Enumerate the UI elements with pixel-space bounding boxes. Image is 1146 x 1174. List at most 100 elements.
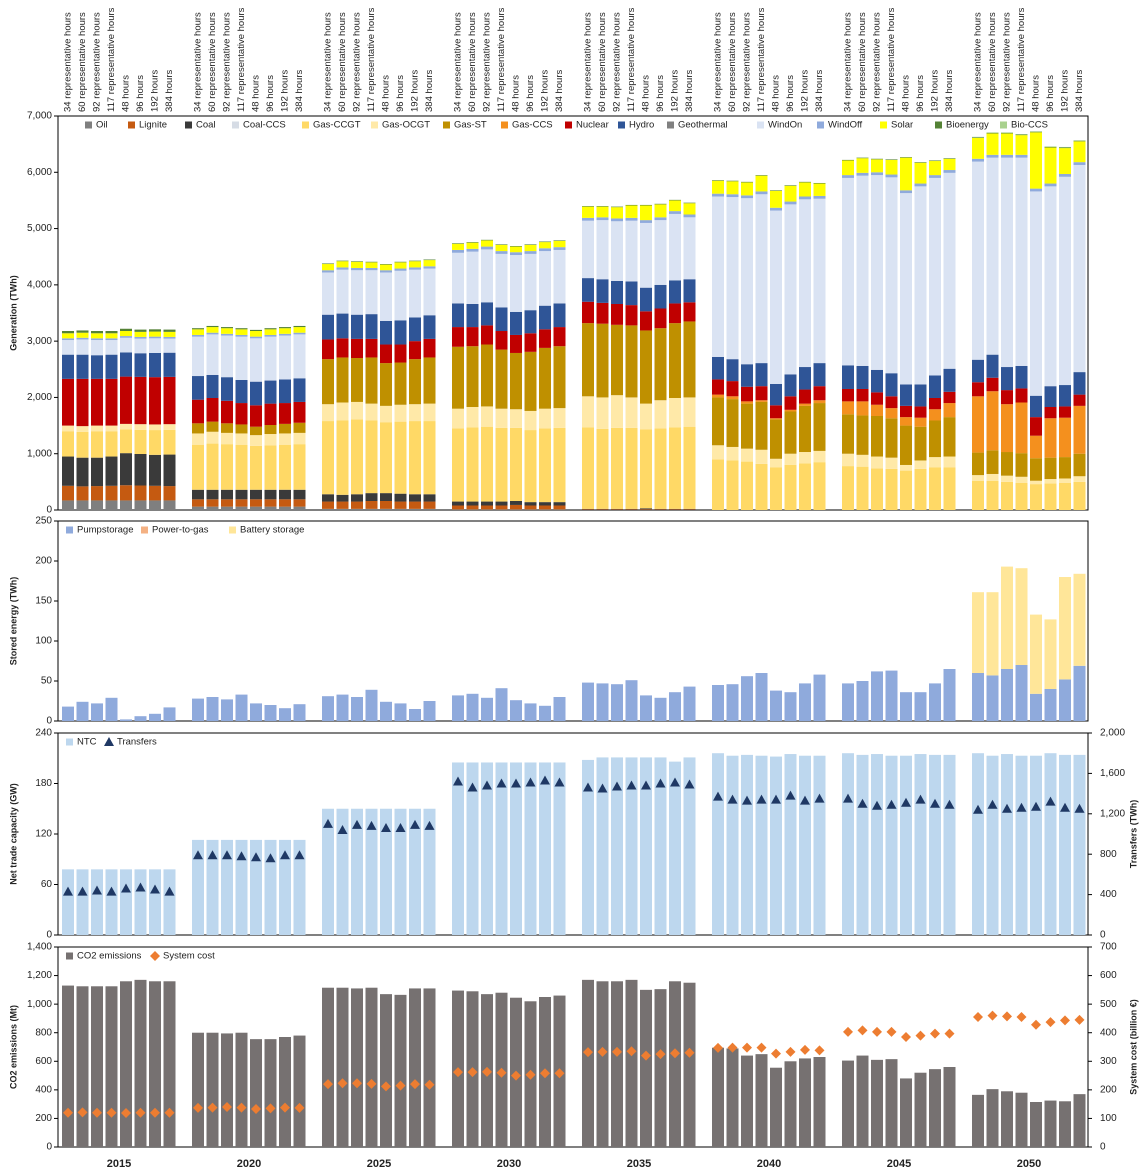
- bar-segment: [293, 334, 306, 379]
- bar-segment: [596, 428, 609, 509]
- y-tick-label: 0: [46, 505, 52, 516]
- bar-segment: [365, 508, 378, 510]
- category-label: 34 representative hours: [323, 12, 334, 112]
- bar-segment: [91, 333, 103, 339]
- triangle-marker: [800, 795, 810, 805]
- bar-segment: [91, 331, 103, 334]
- bar-segment: [611, 280, 623, 304]
- bar-segment: [495, 505, 508, 510]
- bar-segment: [669, 280, 681, 304]
- bar: [221, 1033, 233, 1147]
- bar-segment: [669, 323, 681, 398]
- bar-segment: [495, 244, 508, 252]
- bar-segment: [120, 336, 132, 338]
- bar-segment: [409, 404, 421, 422]
- category-label: 117 representative hours: [1016, 7, 1027, 112]
- bar-segment: [91, 457, 103, 487]
- bar-segment: [351, 358, 363, 402]
- triangle-marker: [104, 737, 114, 746]
- bar-segment: [120, 423, 132, 430]
- bar-segment: [539, 241, 551, 243]
- y-tick-label: 400: [35, 1084, 52, 1095]
- bar-segment: [76, 701, 89, 721]
- legend-label: Coal-CCS: [243, 120, 286, 131]
- bar-segment: [611, 221, 623, 281]
- y-tick-label: 100: [35, 636, 52, 647]
- bar-segment: [221, 506, 233, 510]
- bar-segment: [250, 338, 262, 382]
- y-axis-title: CO2 emissions (Mt): [8, 1005, 18, 1089]
- bar-segment: [799, 181, 811, 183]
- y2-axis-title: System cost (billion €): [1128, 999, 1138, 1095]
- bar-segment: [582, 323, 594, 397]
- bar-segment: [770, 405, 782, 419]
- triangle-marker: [150, 884, 160, 894]
- diamond-marker: [337, 1078, 348, 1089]
- bar-segment: [640, 205, 652, 221]
- bar-segment: [770, 210, 782, 384]
- bar-segment: [76, 354, 89, 379]
- legend-label: Gas-ST: [454, 120, 487, 131]
- bar-segment: [510, 255, 522, 312]
- y-axis-title: Generation (TWh): [8, 275, 18, 351]
- bar-segment: [365, 403, 378, 421]
- bar-segment: [466, 251, 479, 304]
- bar-segment: [192, 698, 204, 721]
- bar-segment: [394, 270, 407, 321]
- bar-segment: [62, 485, 74, 501]
- triangle-marker: [337, 824, 348, 834]
- bar-segment: [105, 378, 118, 426]
- bar-segment: [553, 346, 566, 409]
- bar-segment: [452, 428, 464, 502]
- bar-segment: [1044, 406, 1057, 419]
- category-label: 48 hours: [641, 75, 652, 112]
- bar-segment: [62, 500, 74, 510]
- bar-segment: [524, 310, 537, 334]
- bar-segment: [524, 253, 537, 311]
- bar-segment: [813, 400, 826, 404]
- triangle-marker: [930, 798, 940, 808]
- bar-segment: [770, 190, 782, 208]
- bar-segment: [625, 397, 638, 428]
- bar: [582, 759, 594, 935]
- bar-segment: [582, 509, 594, 510]
- category-label: 96 hours: [1045, 75, 1056, 112]
- bar-segment: [654, 220, 667, 285]
- bar-segment: [1059, 457, 1071, 479]
- bar: [972, 1094, 984, 1147]
- bar-segment: [741, 403, 753, 449]
- bar-segment: [510, 334, 522, 353]
- bar-segment: [409, 421, 421, 495]
- category-label: 384 hours: [1074, 69, 1085, 112]
- bar-segment: [221, 328, 233, 334]
- bar-segment: [654, 217, 667, 221]
- triangle-marker: [857, 798, 868, 808]
- y2-tick-label: 400: [1100, 889, 1117, 900]
- legend-swatch: [232, 121, 239, 129]
- bar: [553, 762, 566, 935]
- bar-segment: [163, 424, 176, 430]
- diamond-marker: [886, 1026, 897, 1037]
- bar-segment: [972, 592, 984, 673]
- bar-segment: [900, 190, 912, 194]
- bar-segment: [755, 463, 768, 510]
- bar-segment: [134, 424, 147, 430]
- bar-segment: [206, 443, 219, 490]
- bar-segment: [929, 420, 941, 458]
- bar-segment: [986, 154, 999, 158]
- triangle-marker: [843, 793, 853, 803]
- bar-segment: [986, 450, 999, 474]
- bar-segment: [409, 267, 421, 270]
- bar-segment: [351, 401, 363, 420]
- bar-segment: [755, 194, 768, 364]
- bar-segment: [120, 453, 132, 486]
- legend-label: NTC: [77, 737, 97, 748]
- bar-segment: [1059, 146, 1071, 148]
- bar-segment: [351, 508, 363, 510]
- bar-segment: [596, 206, 609, 207]
- bar: [105, 869, 118, 935]
- diamond-marker: [973, 1012, 983, 1022]
- bar-segment: [481, 302, 493, 326]
- bar-segment: [423, 357, 436, 404]
- y-tick-label: 2,000: [27, 392, 52, 403]
